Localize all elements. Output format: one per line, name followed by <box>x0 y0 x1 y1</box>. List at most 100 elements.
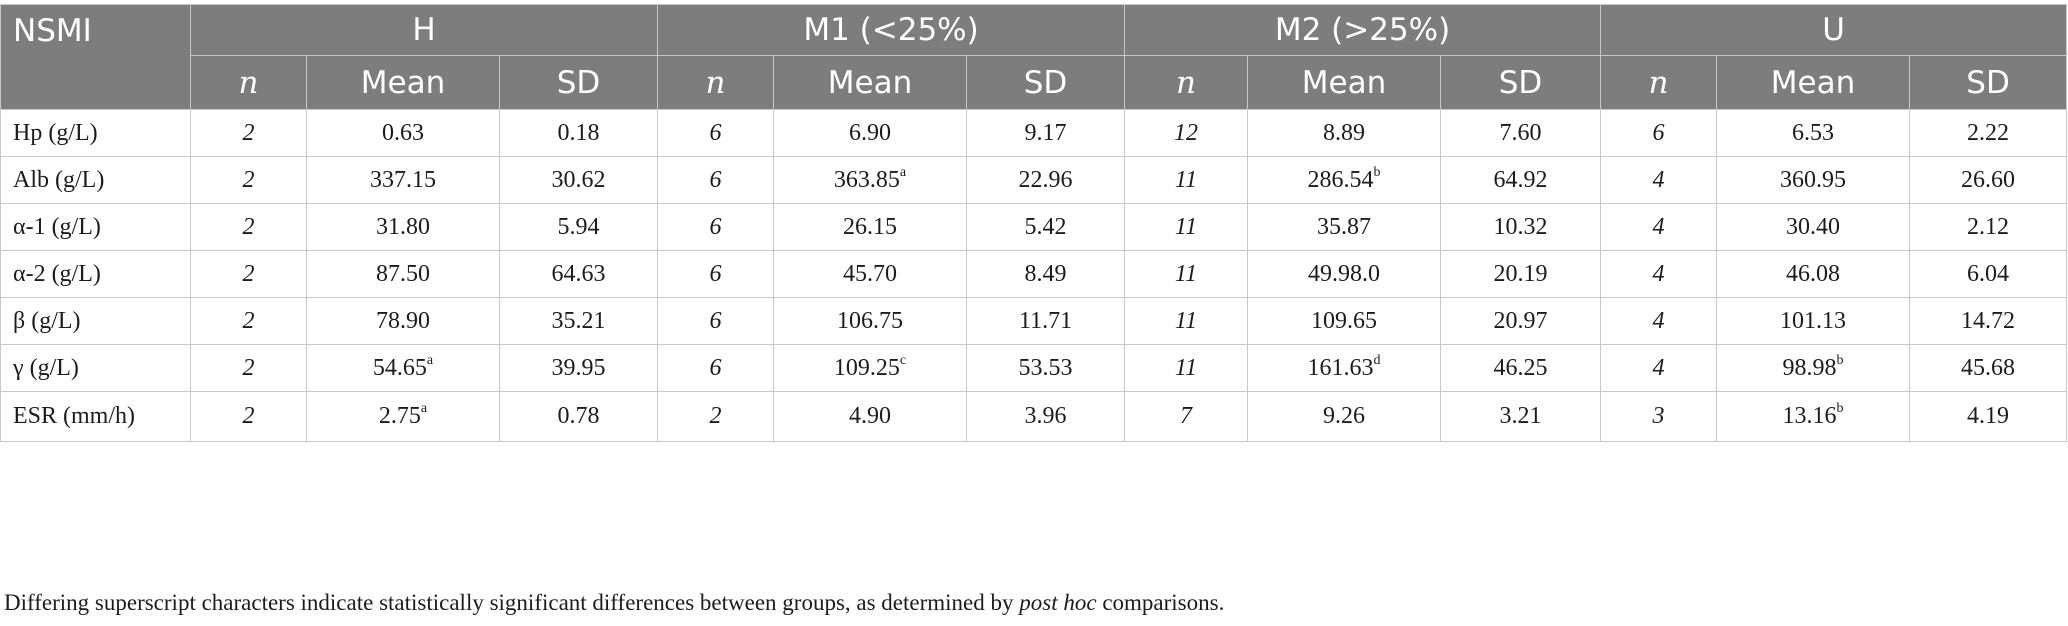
mean-value: 78.90 <box>376 307 430 334</box>
cell-sd: 22.96 <box>966 156 1126 204</box>
cell-sd: 30.62 <box>498 156 659 204</box>
cell-n: 2 <box>657 391 775 442</box>
cell-sd: 35.21 <box>498 297 659 345</box>
results-table: NSMI H M1 (<25%) M2 (>25%) U n Mean SD n Mea… <box>0 4 2068 442</box>
cell-sd: 64.92 <box>1440 156 1602 204</box>
table-header: NSMI H M1 (<25%) M2 (>25%) U n Mean SD n Mea… <box>0 4 2068 110</box>
subcol-header-mean: Mean <box>306 55 500 110</box>
cell-n: 11 <box>1124 297 1249 345</box>
cell-n: 4 <box>1600 250 1718 298</box>
cell-n: 11 <box>1124 250 1249 298</box>
cell-sd: 8.49 <box>966 250 1126 298</box>
significance-superscript: a <box>420 401 428 416</box>
mean-value: 161.63 <box>1307 354 1374 381</box>
group-header-m1: M1 (<25%) <box>657 4 1126 56</box>
footnote-text: Differing superscript characters indicat… <box>4 590 1020 615</box>
group-header-u: U <box>1600 4 2068 56</box>
table-row: γ (g/L) 2 54.65a 39.95 6 109.25c 53.53 11 161.63… <box>0 344 2068 392</box>
cell-n: 4 <box>1600 203 1718 251</box>
cell-n: 6 <box>657 156 775 204</box>
cell-sd: 39.95 <box>498 344 659 392</box>
subcol-header-sd: SD <box>966 55 1126 110</box>
mean-value: 101.13 <box>1780 307 1847 334</box>
cell-mean: 363.85a <box>773 156 968 204</box>
row-label: α-1 (g/L) <box>0 203 191 251</box>
cell-mean: 45.70 <box>773 250 968 298</box>
mean-value: 98.98 <box>1782 354 1837 381</box>
cell-n: 11 <box>1124 203 1249 251</box>
footnote-text-end: comparisons. <box>1096 590 1225 615</box>
mean-value: 9.26 <box>1323 403 1366 429</box>
cell-sd: 45.68 <box>1909 344 2068 392</box>
mean-value: 337.15 <box>370 166 436 193</box>
cell-n: 2 <box>190 391 307 442</box>
significance-superscript: d <box>1373 352 1381 368</box>
table-row: ESR (mm/h) 2 2.75a 0.78 2 4.90 3.96 7 9.26 3.21 3 1… <box>0 391 2068 442</box>
cell-mean: 106.75 <box>773 297 968 345</box>
cell-mean: 30.40 <box>1716 203 1911 251</box>
cell-sd: 0.18 <box>498 109 659 157</box>
mean-value: 0.63 <box>382 119 424 146</box>
cell-n: 4 <box>1600 156 1718 204</box>
cell-n: 12 <box>1124 109 1249 157</box>
table-row: α-1 (g/L) 2 31.80 5.94 6 26.15 5.42 11 35.87 10.3… <box>0 203 2068 251</box>
row-label: α-2 (g/L) <box>0 250 191 298</box>
cell-mean: 49.98.0 <box>1247 250 1442 298</box>
subcol-header-n: n <box>1600 55 1718 110</box>
cell-n: 2 <box>190 156 307 204</box>
cell-mean: 161.63d <box>1247 344 1442 392</box>
mean-value: 8.89 <box>1323 119 1366 146</box>
mean-value: 54.65 <box>372 354 427 381</box>
group-header-m2: M2 (>25%) <box>1124 4 1602 56</box>
cell-mean: 109.25c <box>773 344 968 392</box>
cell-mean: 35.87 <box>1247 203 1442 251</box>
header-row-subcols: n Mean SD n Mean SD n Mean SD n Mean SD <box>1 55 2068 110</box>
cell-mean: 6.90 <box>773 109 968 157</box>
cell-mean: 101.13 <box>1716 297 1911 345</box>
cell-sd: 6.04 <box>1909 250 2068 298</box>
subcol-header-mean: Mean <box>773 55 968 110</box>
cell-mean: 31.80 <box>306 203 500 251</box>
cell-mean: 109.65 <box>1247 297 1442 345</box>
cell-n: 4 <box>1600 297 1718 345</box>
cell-mean: 54.65a <box>306 344 500 392</box>
subcol-header-mean: Mean <box>1247 55 1442 110</box>
table-row: β (g/L) 2 78.90 35.21 6 106.75 11.71 11 109.65 20… <box>0 297 2068 345</box>
mean-value: 6.90 <box>849 119 892 146</box>
row-label: ESR (mm/h) <box>0 391 191 442</box>
cell-sd: 26.60 <box>1909 156 2068 204</box>
cell-mean: 2.75a <box>306 391 500 442</box>
subcol-header-n: n <box>1124 55 1249 110</box>
mean-value: 31.80 <box>376 213 430 240</box>
footnote-emphasis: post hoc <box>1019 590 1097 615</box>
corner-header: NSMI <box>0 4 191 110</box>
cell-n: 6 <box>1600 109 1718 157</box>
cell-sd: 20.97 <box>1440 297 1602 345</box>
cell-sd: 5.42 <box>966 203 1126 251</box>
cell-sd: 0.78 <box>498 391 659 442</box>
mean-value: 45.70 <box>843 260 898 287</box>
cell-mean: 0.63 <box>306 109 500 157</box>
cell-n: 6 <box>657 297 775 345</box>
cell-sd: 9.17 <box>966 109 1126 157</box>
mean-value: 109.25 <box>833 354 900 381</box>
row-label: γ (g/L) <box>0 344 191 392</box>
mean-value: 360.95 <box>1780 166 1847 193</box>
row-label: β (g/L) <box>0 297 191 345</box>
cell-sd: 64.63 <box>498 250 659 298</box>
cell-sd: 3.21 <box>1440 391 1602 442</box>
table-row: α-2 (g/L) 2 87.50 64.63 6 45.70 8.49 11 49.98.0 2… <box>0 250 2068 298</box>
cell-mean: 286.54b <box>1247 156 1442 204</box>
cell-mean: 4.90 <box>773 391 968 442</box>
mean-value: 30.40 <box>1786 213 1841 240</box>
mean-value: 6.53 <box>1792 119 1835 146</box>
cell-n: 3 <box>1600 391 1718 442</box>
cell-mean: 337.15 <box>306 156 500 204</box>
row-label: Hp (g/L) <box>0 109 191 157</box>
mean-value: 4.90 <box>849 403 892 429</box>
cell-n: 2 <box>190 250 307 298</box>
cell-n: 2 <box>190 297 307 345</box>
cell-sd: 2.22 <box>1909 109 2068 157</box>
subcol-header-mean: Mean <box>1716 55 1911 110</box>
mean-value: 46.08 <box>1786 260 1841 287</box>
